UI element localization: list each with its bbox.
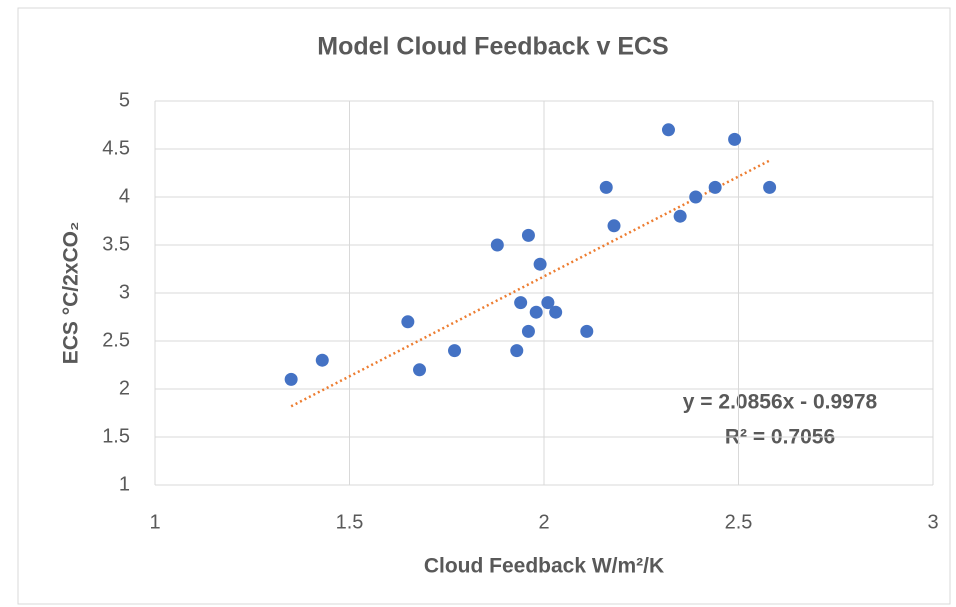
point [763,180,777,194]
x-tick-label: 3 [927,511,938,533]
point [580,324,594,338]
point [521,324,535,338]
point [549,305,563,319]
y-tick-label: 3.5 [102,233,130,255]
x-tick-label: 2.5 [725,511,753,533]
point [599,180,613,194]
y-tick-label: 5 [119,89,130,111]
point [448,344,462,358]
point [413,363,427,377]
y-axis-label: ECS °C/2xCO₂ [60,222,83,365]
x-tick-label: 2 [538,511,549,533]
point [510,344,524,358]
point [521,228,535,242]
point [315,353,329,367]
point [661,123,675,137]
y-tick-label: 4 [119,185,130,207]
point [607,219,621,233]
point [533,257,547,271]
y-tick-label: 2 [119,377,130,399]
point [728,132,742,146]
x-axis-label: Cloud Feedback W/m²/K [424,555,664,578]
y-tick-label: 1 [119,473,130,495]
point [689,190,703,204]
point [514,296,528,310]
point [529,305,543,319]
y-tick-label: 1.5 [102,425,130,447]
point [541,296,555,310]
point [401,315,415,329]
point [284,372,298,386]
x-tick-label: 1 [149,511,160,533]
point [708,180,722,194]
chart-title: Model Cloud Feedback v ECS [317,33,668,61]
y-tick-label: 2.5 [102,329,130,351]
point [673,209,687,223]
y-tick-label: 3 [119,281,130,303]
chart-frame [17,7,951,605]
x-tick-label: 1.5 [336,511,364,533]
annotation: y = 2.0856x - 0.9978 [683,391,878,414]
point [490,238,504,252]
y-tick-label: 4.5 [102,137,130,159]
